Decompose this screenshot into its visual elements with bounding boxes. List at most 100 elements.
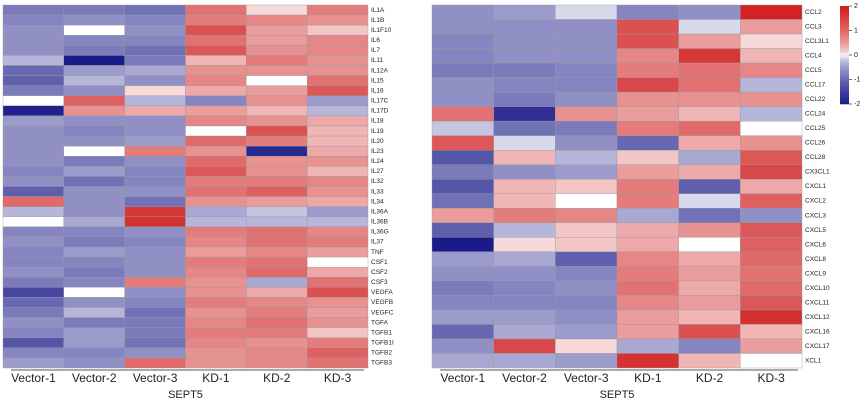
heatmap-cell xyxy=(431,62,494,78)
heatmap-cell xyxy=(431,222,494,238)
heatmap-cell xyxy=(678,237,741,253)
heatmap-cell xyxy=(678,91,741,107)
colorbar-segment xyxy=(840,20,849,24)
heatmap-cell xyxy=(124,327,186,338)
heatmap-cell xyxy=(616,309,679,325)
colorbar-segment xyxy=(840,91,849,95)
column-label: KD-1 xyxy=(202,371,230,385)
heatmap-cell xyxy=(306,65,369,76)
heatmap-cell xyxy=(246,256,308,268)
heatmap-cell xyxy=(246,156,308,167)
colorbar-segment xyxy=(840,57,849,61)
heatmap-cell xyxy=(306,24,369,36)
heatmap-cell xyxy=(124,145,186,157)
heatmap-cell xyxy=(246,65,308,76)
heatmap-cell xyxy=(555,33,618,49)
heatmap-cell xyxy=(740,106,803,122)
heatmap-cell xyxy=(616,324,679,340)
heatmap-cell xyxy=(306,135,369,147)
heatmap-cell xyxy=(555,338,618,354)
heatmap-cell xyxy=(678,266,741,282)
heatmap-cell xyxy=(616,106,679,122)
heatmap-cell xyxy=(124,75,186,86)
heatmap-cell xyxy=(493,353,556,369)
heatmap-cell xyxy=(2,95,65,107)
heatmap-cell xyxy=(431,106,494,122)
heatmap-cell xyxy=(2,226,65,238)
heatmap-cell xyxy=(306,256,369,268)
heatmap-cell xyxy=(2,307,65,318)
heatmap-cell xyxy=(740,179,803,194)
heatmap-cell xyxy=(555,324,618,340)
heatmap-cell xyxy=(431,280,494,296)
row-label: IL19 xyxy=(371,128,384,135)
heatmap-cell xyxy=(555,120,618,136)
heatmap-cell xyxy=(555,48,618,64)
heatmap-cell xyxy=(616,251,679,267)
heatmap-cell xyxy=(306,45,369,56)
heatmap-cell xyxy=(246,317,308,328)
heatmap-cell xyxy=(185,115,247,127)
heatmap-cell xyxy=(185,105,247,117)
heatmap-cell xyxy=(185,226,247,238)
heatmap-cell xyxy=(2,156,65,167)
heatmap-cell xyxy=(124,287,186,298)
colorbar-segment xyxy=(840,32,849,36)
heatmap-cell xyxy=(555,135,618,151)
heatmap-cell xyxy=(431,48,494,64)
heatmap-cell xyxy=(2,327,65,338)
heatmap-cell xyxy=(246,186,308,197)
colorbar-segment xyxy=(840,101,849,105)
heatmap-cell xyxy=(678,19,741,35)
heatmap-cell xyxy=(616,48,679,64)
row-label: TNF xyxy=(371,249,384,256)
row-label: CXCL9 xyxy=(805,270,826,277)
heatmap-cell xyxy=(678,338,741,354)
heatmap-cell xyxy=(63,186,125,197)
heatmap-cell xyxy=(2,65,65,76)
heatmap-cell xyxy=(246,246,308,258)
heatmap-cell xyxy=(740,193,803,209)
heatmap-cell xyxy=(246,287,308,298)
heatmap-cell xyxy=(246,14,308,26)
column-label: Vector-3 xyxy=(564,371,609,385)
row-label: IL1A xyxy=(371,7,385,14)
row-label: IL6 xyxy=(371,37,380,44)
heatmap-cell xyxy=(431,266,494,282)
heatmap-cell xyxy=(678,179,741,194)
row-label: CXCL11 xyxy=(805,299,829,306)
row-label: CXCL12 xyxy=(805,314,830,321)
heatmap-cell xyxy=(306,216,369,228)
colorbar-segment xyxy=(840,89,849,93)
heatmap-cell xyxy=(2,216,65,228)
colorbar-segment xyxy=(840,67,849,70)
heatmap-cell xyxy=(616,266,679,282)
colorbar-segment xyxy=(840,79,849,83)
heatmap-cell xyxy=(740,295,803,311)
heatmap-cell xyxy=(493,208,556,223)
row-label: CXCL1 xyxy=(805,183,826,190)
heatmap-cell xyxy=(431,179,494,194)
heatmap-cell xyxy=(124,357,186,369)
heatmap-cell xyxy=(63,256,125,268)
row-label: IL16 xyxy=(371,87,384,94)
heatmap-cell xyxy=(2,206,65,217)
heatmap-cell xyxy=(678,135,741,151)
heatmap-cell xyxy=(185,277,247,288)
heatmap-cell xyxy=(616,295,679,311)
row-label: IL17C xyxy=(371,98,389,105)
heatmap-cell xyxy=(2,125,65,137)
heatmap-cell xyxy=(63,85,125,96)
heatmap-cell xyxy=(185,337,247,349)
row-label: CXCL6 xyxy=(805,241,826,248)
heatmap-cell xyxy=(246,24,308,36)
heatmap-cell xyxy=(246,297,308,308)
heatmap-cell xyxy=(63,75,125,86)
column-label: Vector-3 xyxy=(133,371,178,385)
row-label: IL37 xyxy=(371,239,384,246)
heatmap-cell xyxy=(185,246,247,258)
heatmap-cell xyxy=(63,65,125,76)
colorbar-segment xyxy=(840,59,849,63)
heatmap-cell xyxy=(63,14,125,26)
row-label: CCL28 xyxy=(805,154,826,161)
